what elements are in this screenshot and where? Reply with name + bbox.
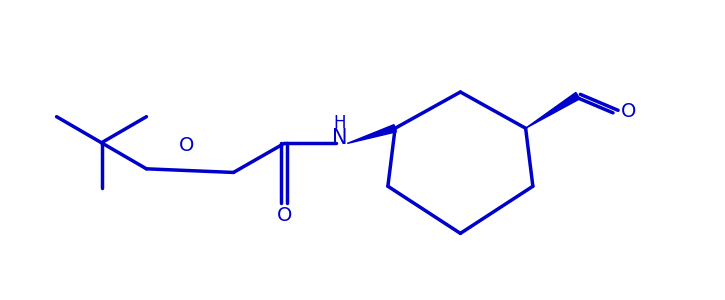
Text: O: O (621, 102, 637, 121)
Text: O: O (178, 136, 194, 155)
Text: H: H (334, 114, 347, 132)
Polygon shape (526, 92, 580, 128)
Text: N: N (332, 128, 348, 148)
Text: O: O (276, 206, 292, 225)
Polygon shape (347, 125, 397, 143)
